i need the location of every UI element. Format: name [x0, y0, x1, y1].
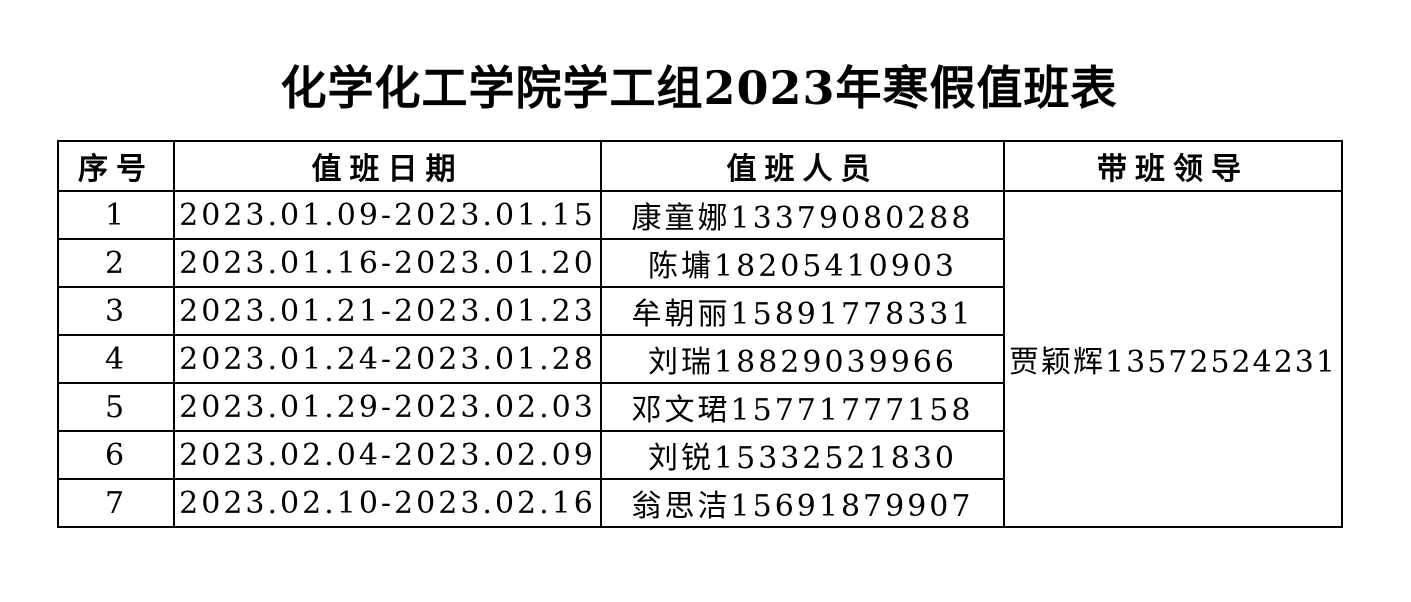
cell-duty-date: 2023.02.10-2023.02.16 [173, 478, 602, 528]
cell-serial-number: 4 [57, 334, 175, 384]
cell-duty-person: 陈墉18205410903 [600, 238, 1005, 288]
page-title: 化学化工学院学工组2023年寒假值班表 [280, 61, 1118, 115]
cell-duty-person: 邓文珺15771777158 [600, 382, 1005, 432]
cell-serial-number: 6 [57, 430, 175, 480]
table-row: 1 2023.01.09-2023.01.15 康童娜13379080288 贾… [57, 190, 1343, 528]
cell-duty-date: 2023.02.04-2023.02.09 [173, 430, 602, 480]
cell-serial-number: 7 [57, 478, 175, 528]
duty-schedule-table: 序号 值班日期 值班人员 带班领导 1 2023.01.09-2023.01.1… [57, 140, 1343, 528]
table-row: 7 2023.02.10-2023.02.16 翁思洁15691879907 [57, 478, 1342, 528]
header-serial-number: 序号 [57, 140, 175, 192]
cell-serial-number: 1 [57, 190, 175, 240]
header-row: 序号 值班日期 值班人员 带班领导 [57, 140, 1343, 192]
cell-duty-person: 刘瑞18829039966 [600, 334, 1005, 384]
table-row: 3 2023.01.21-2023.01.23 牟朝丽15891778331 [57, 286, 1342, 336]
table-row: 5 2023.01.29-2023.02.03 邓文珺15771777158 [57, 382, 1342, 432]
header-duty-person: 值班人员 [600, 140, 1005, 192]
cell-duty-person: 刘锐15332521830 [600, 430, 1005, 480]
cell-serial-number: 2 [57, 238, 175, 288]
table-row: 4 2023.01.24-2023.01.28 刘瑞18829039966 [57, 334, 1342, 384]
header-duty-leader: 带班领导 [1003, 140, 1343, 192]
cell-serial-number: 3 [57, 286, 175, 336]
table-row: 6 2023.02.04-2023.02.09 刘锐15332521830 [57, 430, 1342, 480]
header-duty-date: 值班日期 [173, 140, 602, 192]
cell-duty-date: 2023.01.09-2023.01.15 [173, 190, 602, 240]
cell-duty-date: 2023.01.24-2023.01.28 [173, 334, 602, 384]
cell-duty-date: 2023.01.21-2023.01.23 [173, 286, 602, 336]
table-row: 2 2023.01.16-2023.01.20 陈墉18205410903 [57, 238, 1342, 288]
cell-duty-date: 2023.01.29-2023.02.03 [173, 382, 602, 432]
cell-duty-date: 2023.01.16-2023.01.20 [173, 238, 602, 288]
cell-duty-person: 翁思洁15691879907 [600, 478, 1005, 528]
cell-serial-number: 5 [57, 382, 175, 432]
cell-duty-leader: 贾颖辉13572524231 [1003, 190, 1343, 528]
cell-duty-person: 康童娜13379080288 [600, 190, 1005, 240]
cell-duty-person: 牟朝丽15891778331 [600, 286, 1005, 336]
